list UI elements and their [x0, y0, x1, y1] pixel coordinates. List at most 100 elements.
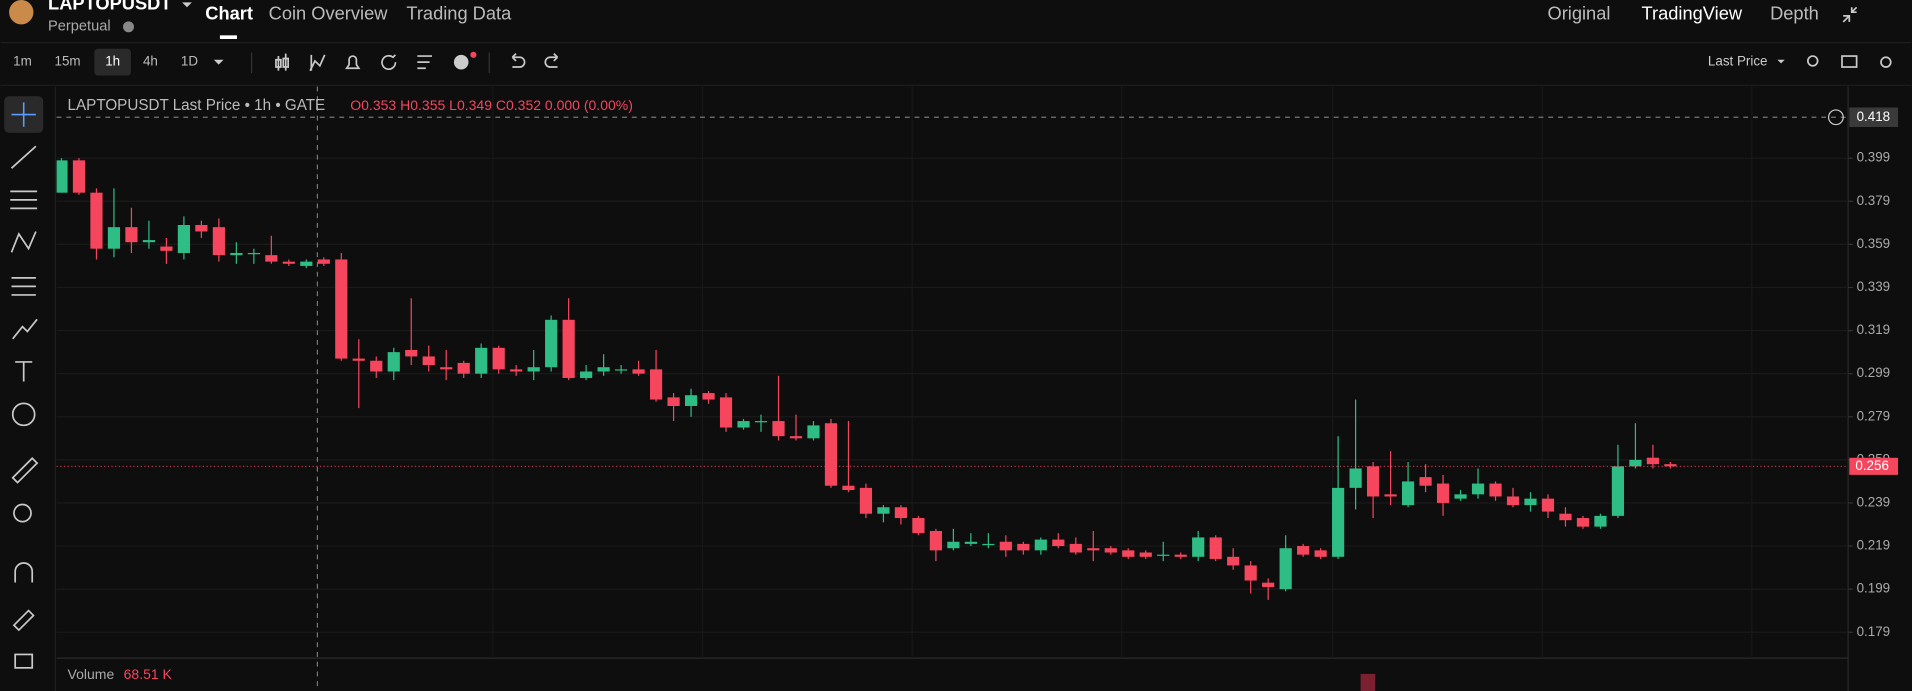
candle-body	[1174, 554, 1187, 557]
candle-body	[562, 319, 575, 378]
collapse-icon[interactable]	[1842, 6, 1858, 23]
interval[interactable]: 1D	[181, 54, 198, 69]
add-icon[interactable]	[453, 54, 469, 70]
candle-body	[405, 349, 418, 357]
y-tick-label: 0.339	[1857, 279, 1891, 294]
candle-body	[177, 224, 190, 254]
last-price-tag	[1849, 457, 1899, 475]
candle-body	[1244, 565, 1257, 581]
view-option[interactable]: TradingView	[1642, 2, 1743, 23]
candle-body	[1297, 546, 1310, 555]
candle-body	[317, 259, 330, 264]
price-source-dropdown[interactable]	[1777, 59, 1785, 64]
candle-body	[1524, 498, 1537, 506]
candle-body	[1104, 548, 1117, 553]
trendline-tool[interactable]	[10, 145, 37, 169]
candle-body	[684, 395, 698, 406]
y-tick-label: 0.279	[1857, 408, 1891, 423]
interval-selected-bg	[94, 48, 131, 76]
candle-body	[1384, 494, 1397, 497]
symbol[interactable]: LAPTOPUSDT	[48, 0, 171, 14]
candle-body	[195, 224, 208, 232]
crosshair-tool[interactable]	[11, 102, 36, 127]
candle-body	[1192, 537, 1205, 557]
search-icon[interactable]	[1807, 55, 1819, 67]
candle-body	[1594, 515, 1607, 527]
tab[interactable]: Coin Overview	[269, 2, 389, 23]
fib-tool[interactable]	[10, 190, 38, 210]
candle-body	[457, 362, 470, 374]
alert-icon[interactable]	[345, 55, 361, 70]
pattern-tool[interactable]	[10, 231, 37, 253]
template-icon[interactable]	[417, 55, 432, 70]
candle-body	[125, 227, 138, 243]
legend-low: L0.349	[449, 97, 492, 113]
interval-dropdown[interactable]	[213, 59, 224, 65]
candle-body	[1139, 552, 1152, 557]
candle-body	[737, 421, 750, 428]
candle-body	[212, 227, 225, 256]
tab[interactable]: Chart	[205, 2, 253, 23]
interval[interactable]: 1m	[13, 54, 32, 69]
y-tick-label: 0.359	[1857, 236, 1891, 251]
volume-bar	[1360, 673, 1376, 691]
vertical-grid	[492, 86, 1753, 659]
interval[interactable]: 15m	[55, 54, 81, 69]
view-option[interactable]: Depth	[1770, 2, 1819, 23]
replay-icon[interactable]	[381, 54, 397, 71]
symbol-dropdown[interactable]	[182, 2, 192, 8]
text-tool[interactable]	[15, 361, 33, 382]
redo-icon[interactable]	[544, 53, 559, 68]
screenshot-icon[interactable]	[1841, 55, 1858, 68]
y-tick-label: 0.179	[1857, 624, 1891, 639]
candle-body	[580, 371, 593, 378]
y-tick-label: 0.379	[1857, 193, 1891, 208]
ruler-tool[interactable]	[11, 457, 39, 484]
candle-body	[719, 397, 733, 428]
candle-type-icon[interactable]	[275, 53, 290, 71]
tab[interactable]: Trading Data	[406, 2, 512, 23]
candle-body	[1646, 457, 1660, 465]
candle-body	[90, 192, 103, 249]
emoji-tool[interactable]	[11, 402, 36, 427]
volume-value: 68.51 K	[124, 666, 173, 682]
candle-body	[667, 397, 680, 406]
lock-drawing-tool[interactable]	[12, 609, 35, 632]
legend-high: H0.355	[400, 97, 445, 113]
interval[interactable]: 1h	[105, 54, 120, 69]
legend-change: 0.000 (0.00%)	[545, 97, 633, 113]
interval[interactable]: 4h	[143, 54, 158, 69]
candle-body	[615, 369, 628, 371]
indicator-icon[interactable]	[309, 54, 326, 72]
undo-icon[interactable]	[511, 53, 526, 68]
info-icon[interactable]	[123, 21, 134, 33]
candle-body	[1664, 464, 1677, 467]
price-source[interactable]: Last Price	[1708, 54, 1768, 69]
candle-body	[1454, 494, 1467, 499]
crosshair-tag	[1849, 107, 1899, 128]
candle-body	[1122, 550, 1135, 557]
candle-body	[1087, 548, 1100, 551]
candle-body	[842, 485, 855, 491]
projection-tool[interactable]	[11, 277, 36, 296]
candle-body	[1262, 582, 1275, 587]
candle-body	[300, 261, 313, 266]
candle-body	[1436, 483, 1450, 503]
candle-body	[247, 253, 260, 255]
candle-body	[282, 261, 295, 264]
candle-body	[964, 541, 977, 544]
view-option[interactable]: Original	[1547, 2, 1610, 23]
magnet-tool[interactable]	[14, 562, 34, 583]
tab-indicator	[219, 35, 237, 39]
brush-tool[interactable]	[12, 318, 38, 340]
lock-tool[interactable]	[14, 653, 34, 669]
candle-body	[649, 369, 663, 400]
candle-body	[72, 160, 86, 193]
crosshair-label: 0.418	[1857, 109, 1891, 124]
zoom-tool[interactable]	[13, 503, 32, 523]
settings-icon[interactable]	[1880, 56, 1892, 68]
candle-body	[1052, 539, 1065, 547]
candle-body	[475, 347, 488, 374]
candle-body	[912, 518, 925, 534]
